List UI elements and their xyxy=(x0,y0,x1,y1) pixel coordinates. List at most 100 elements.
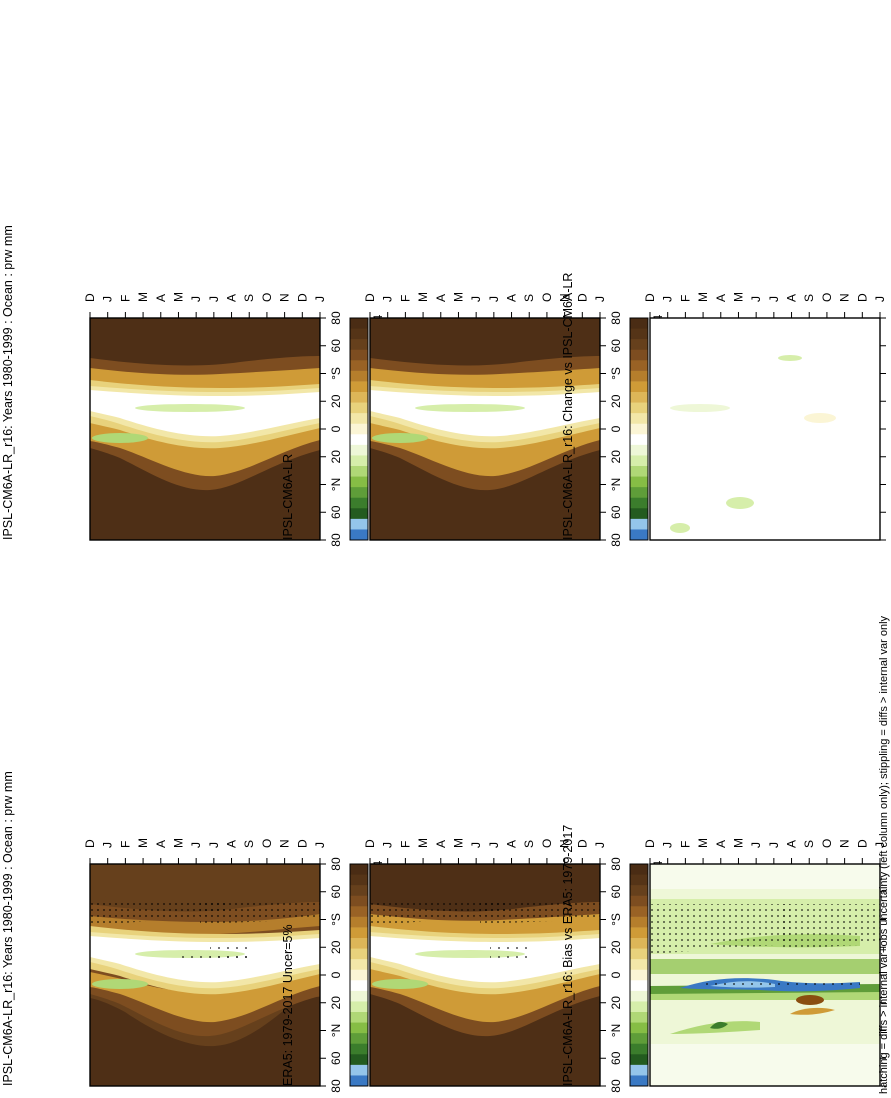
colorbar-swatch xyxy=(350,497,368,509)
month-tick-label: O xyxy=(540,839,554,848)
lat-tick-label: 80 xyxy=(889,311,891,325)
month-tick-label: A xyxy=(714,294,728,302)
month-tick-label: A xyxy=(505,294,519,302)
month-tick-label: J xyxy=(487,842,501,848)
colorbar-swatch xyxy=(630,486,648,498)
lat-tick-label: 60 xyxy=(329,505,343,519)
colorbar-swatch xyxy=(350,958,368,970)
colorbar-swatch xyxy=(630,1001,648,1012)
month-tick-label: M xyxy=(696,838,710,848)
month-tick-label: J xyxy=(189,296,203,302)
lat-tick-label: 20 xyxy=(889,996,891,1010)
month-tick-label: J xyxy=(313,842,327,848)
lat-tick-label: 60 xyxy=(889,885,891,899)
month-tick-label: D xyxy=(643,839,657,848)
lat-tick-label: °N xyxy=(889,1024,891,1037)
colorbar-swatch xyxy=(350,1053,368,1065)
month-tick-label: A xyxy=(714,840,728,848)
month-tick-label: J xyxy=(381,842,395,848)
colorbar-swatch xyxy=(630,884,648,896)
panel-title: IPSL-CM6A-LR xyxy=(281,454,295,540)
stippling xyxy=(90,899,420,1044)
month-tick-label: A xyxy=(785,840,799,848)
colorbar-swatch xyxy=(630,916,648,928)
month-tick-label: D xyxy=(855,293,869,302)
month-tick-label: J xyxy=(469,296,483,302)
lat-tick-label: 0 xyxy=(889,425,891,432)
lat-tick-label: °S xyxy=(329,367,343,380)
colorbar-swatch xyxy=(350,1001,368,1012)
colorbar-swatch xyxy=(630,1053,648,1065)
lat-tick-label: 20 xyxy=(329,394,343,408)
colorbar-swatch xyxy=(350,465,368,477)
lat-tick-label: °N xyxy=(329,478,343,491)
lat-tick-label: 20 xyxy=(609,450,623,464)
colorbar-swatch xyxy=(350,1043,368,1055)
month-tick-label: J xyxy=(313,296,327,302)
month-tick-label: M xyxy=(136,838,150,848)
month-tick-label: M xyxy=(451,838,465,848)
month-tick-label: D xyxy=(83,293,97,302)
month-tick-label: A xyxy=(505,840,519,848)
month-tick-label: O xyxy=(820,293,834,302)
month-tick-label: F xyxy=(398,295,412,302)
month-tick-label: J xyxy=(101,296,115,302)
month-tick-label: D xyxy=(363,839,377,848)
colorbar-swatch xyxy=(350,455,368,466)
lat-tick-label: 80 xyxy=(609,1079,623,1093)
lat-tick-label: °S xyxy=(889,367,891,380)
colorbar-swatch xyxy=(630,1064,648,1076)
month-tick-label: O xyxy=(820,839,834,848)
panel-bottom-left: IPSL-CM6A-LR_r16: Bias vs ERA5: 1979-201… xyxy=(561,825,891,1093)
colorbar-swatch xyxy=(350,948,368,960)
lat-tick-label: 80 xyxy=(329,311,343,325)
colorbar-swatch xyxy=(630,402,648,414)
panel-middle-left: ERA5: 1979-2017 Uncer=5% 80 60 °N 20 0 20 °S 60… xyxy=(281,838,665,1093)
lat-tick-label: 20 xyxy=(889,450,891,464)
colorbar-swatch xyxy=(350,444,368,456)
colorbar-swatch xyxy=(350,1075,368,1086)
colorbar-swatch xyxy=(350,979,368,991)
colorbar-swatch xyxy=(630,937,648,949)
month-tick-label: M xyxy=(171,838,185,848)
colorbar-swatch xyxy=(350,381,368,392)
lat-tick-label: 60 xyxy=(609,505,623,519)
month-tick-label: J xyxy=(189,842,203,848)
month-tick-label: M xyxy=(731,292,745,302)
colorbar-swatch xyxy=(350,895,368,907)
colorbar-swatch xyxy=(630,317,648,329)
month-tick-label: M xyxy=(171,292,185,302)
lat-tick-label: 0 xyxy=(609,425,623,432)
lat-tick-label: 80 xyxy=(609,533,623,547)
colorbar-swatch xyxy=(350,518,368,530)
lat-tick-label: 60 xyxy=(889,339,891,353)
lat-tick-label: °N xyxy=(889,478,891,491)
colorbar-swatch xyxy=(630,433,648,445)
colorbar-swatch xyxy=(630,391,648,403)
month-tick-label: J xyxy=(381,296,395,302)
month-tick-label: D xyxy=(643,293,657,302)
colorbar-frame xyxy=(629,863,649,1087)
stippling xyxy=(650,904,880,986)
month-tick-label: S xyxy=(802,840,816,848)
lat-tick-label: 20 xyxy=(329,450,343,464)
month-tick-label: J xyxy=(661,296,675,302)
lat-tick-label: 20 xyxy=(889,394,891,408)
lat-tick-label: 20 xyxy=(609,996,623,1010)
stippling xyxy=(370,899,600,962)
month-tick-label: O xyxy=(260,293,274,302)
colorbar-swatch xyxy=(630,423,648,435)
month-tick-label: D xyxy=(83,839,97,848)
lat-tick-labels: 80 60 °N 20 0 20 °S 60 80 xyxy=(600,311,623,547)
month-tick-label: O xyxy=(540,293,554,302)
lat-tick-labels: 80 60 °N 20 0 20 °S 60 80 xyxy=(600,857,623,1093)
colorbar-swatch xyxy=(350,370,368,382)
lat-tick-label: °N xyxy=(609,1024,623,1037)
month-tick-label: A xyxy=(154,840,168,848)
colorbar-swatch xyxy=(630,328,648,340)
colorbar-swatch xyxy=(350,433,368,445)
colorbar-swatch xyxy=(350,338,368,350)
month-tick-label: J xyxy=(101,842,115,848)
colorbar-swatch xyxy=(630,1075,648,1086)
colorbar-swatch xyxy=(630,476,648,488)
